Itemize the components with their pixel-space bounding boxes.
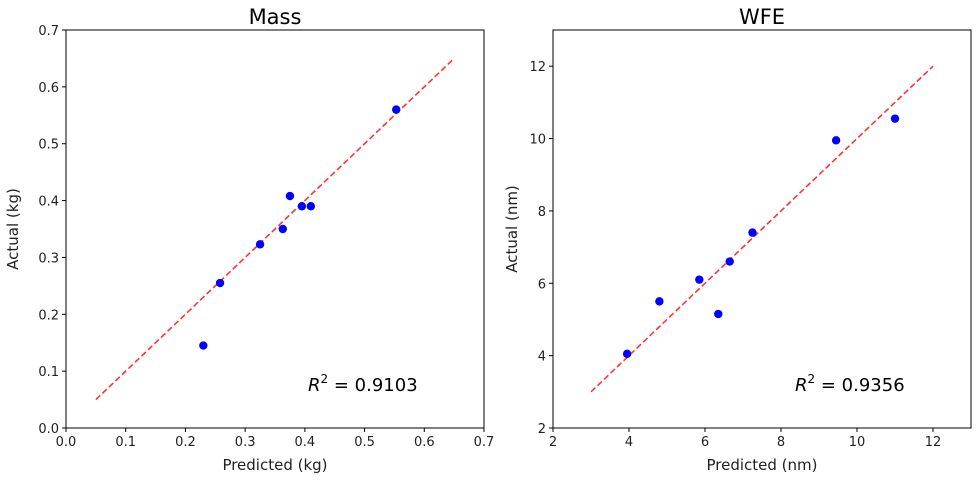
r-squared-annotation: R2 = 0.9356 — [795, 372, 905, 396]
x-tick-label: 12 — [925, 435, 942, 450]
chart-title: Mass — [249, 5, 302, 29]
x-tick-label: 6 — [701, 435, 709, 450]
data-point — [725, 257, 734, 266]
y-tick-label: 6 — [538, 277, 546, 292]
data-point — [622, 349, 632, 359]
r-symbol: R — [795, 375, 808, 396]
data-point — [890, 114, 900, 123]
data-point — [306, 202, 316, 211]
x-tick-label: 0.2 — [175, 435, 196, 450]
data-point — [392, 105, 401, 114]
x-tick-label: 0.1 — [115, 435, 136, 450]
y-tick-label: 12 — [529, 60, 546, 75]
x-axis-label: Predicted (nm) — [706, 456, 817, 474]
y-tick-label: 0.1 — [38, 365, 59, 380]
reference-line — [590, 65, 934, 393]
r-squared-value: = 0.9103 — [328, 375, 418, 396]
data-point — [714, 309, 723, 319]
y-axis-label: Actual (nm) — [503, 185, 521, 273]
x-tick-label: 0.7 — [474, 435, 495, 450]
data-point — [255, 240, 265, 249]
data-point — [215, 278, 225, 288]
data-point — [655, 297, 664, 306]
x-tick-label: 0.6 — [414, 435, 435, 450]
subplot-mass: 0.0 0.1 0.2 0.3 0.4 0.5 0.6 0.7 0.0 0.1 0.2 0.3 0.4 0… — [4, 5, 494, 474]
x-tick-label: 2 — [549, 435, 557, 450]
x-tick-label: 0.5 — [354, 435, 375, 450]
superscript: 2 — [321, 372, 329, 386]
x-tick-label: 0.4 — [295, 435, 316, 450]
x-tick-label: 0.3 — [235, 435, 256, 450]
x-tick-label: 4 — [625, 435, 633, 450]
y-axis-label: Actual (kg) — [4, 188, 22, 270]
data-point — [695, 275, 704, 284]
y-tick-label: 0.6 — [38, 81, 59, 96]
reference-line — [95, 57, 455, 401]
r-squared-value: = 0.9356 — [815, 375, 905, 396]
data-point — [831, 136, 841, 145]
y-tick-label: 0.7 — [38, 24, 59, 39]
x-tick-label: 8 — [777, 435, 785, 450]
r-symbol: R — [308, 375, 321, 396]
y-tick-label: 10 — [529, 133, 546, 148]
r-squared-annotation: R2 = 0.9103 — [308, 372, 418, 396]
subplot-wfe: 2 4 6 8 10 12 2 4 6 8 10 12 WFE Predicted (nm) Actual … — [503, 5, 972, 474]
x-axis-label: Predicted (kg) — [222, 456, 327, 474]
y-tick-label: 0.2 — [38, 308, 59, 323]
data-point — [278, 224, 287, 234]
data-point — [297, 202, 307, 211]
y-tick-label: 0.3 — [38, 251, 59, 266]
chart-title: WFE — [739, 5, 785, 29]
y-tick-label: 8 — [538, 205, 546, 220]
y-tick-label: 0.4 — [38, 195, 59, 210]
y-tick-label: 2 — [538, 422, 546, 437]
data-point — [748, 228, 757, 237]
y-tick-label: 0.5 — [38, 138, 59, 153]
y-tick-label: 4 — [538, 350, 546, 365]
x-tick-label: 10 — [849, 435, 866, 450]
y-tick-label: 0.0 — [38, 422, 59, 437]
x-tick-label: 0.0 — [56, 435, 77, 450]
superscript: 2 — [808, 372, 816, 386]
data-point — [199, 341, 208, 350]
data-point — [285, 191, 295, 201]
